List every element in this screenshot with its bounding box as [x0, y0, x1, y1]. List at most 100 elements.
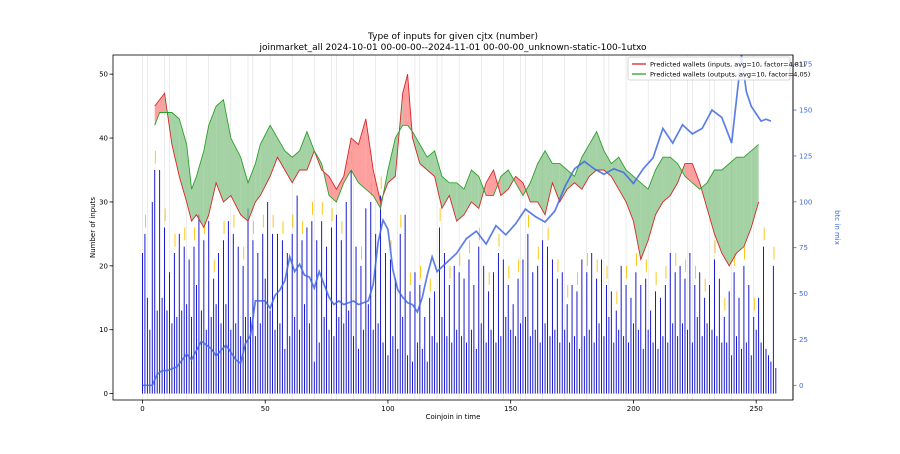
x-tick-label: 0: [140, 405, 144, 413]
fill-segment: [537, 150, 546, 215]
fill-segment: [626, 170, 634, 222]
fill-segment: [692, 163, 700, 190]
series-line-btc: [142, 54, 772, 387]
legend-label-inputs: Predicted wallets (inputs, avg=10, facto…: [650, 60, 806, 68]
fill-segment: [292, 150, 300, 183]
legend-box: [627, 56, 791, 81]
y2-tick-label: 175: [799, 61, 812, 69]
fill-segment: [336, 176, 344, 202]
fill-segment: [260, 125, 271, 196]
fill-segment: [743, 150, 752, 247]
x-tick-label: 250: [749, 405, 762, 413]
fill-segment: [208, 106, 217, 215]
fill-segment: [191, 176, 197, 222]
fill-segment: [171, 112, 180, 177]
y2-tick-label: 125: [799, 152, 812, 160]
x-tick-label: 100: [381, 405, 394, 413]
fill-segment: [486, 170, 494, 196]
y2-tick-label: 0: [799, 382, 803, 390]
fill-segment: [270, 125, 278, 177]
y2-tick-label: 150: [799, 107, 812, 115]
series-line-inputs: [154, 74, 760, 267]
fill-segment: [329, 176, 337, 202]
fill-segment: [515, 176, 523, 196]
fill-segment: [240, 157, 249, 222]
y-tick-label: 50: [99, 71, 108, 79]
y-tick-label: 0: [104, 390, 108, 398]
fill-segment: [186, 144, 192, 222]
fill-segment: [306, 131, 315, 170]
fill-segment: [655, 157, 663, 215]
x-tick-label: 150: [504, 405, 517, 413]
fill-segment: [530, 163, 538, 202]
x-axis-label: Coinjoin in time: [426, 413, 481, 421]
y-tick-label: 30: [99, 198, 108, 206]
y-axis-label: Number of inputs: [89, 197, 97, 258]
fill-segment: [441, 176, 450, 209]
y-tick-label: 40: [99, 135, 108, 143]
fill-segment: [714, 170, 722, 254]
fill-segment: [471, 170, 479, 209]
fill-segment: [464, 170, 472, 215]
fill-segment: [493, 170, 501, 196]
fill-segment: [449, 182, 457, 222]
fill-segment: [648, 170, 656, 241]
fill-segment: [581, 144, 590, 190]
legend-label-outputs: Predicted wallets (outputs, avg=10, fact…: [650, 70, 810, 78]
y2-tick-label: 75: [799, 244, 808, 252]
fill-segment: [545, 150, 553, 215]
fill-segment: [552, 163, 560, 202]
fill-segment: [203, 125, 209, 228]
fill-segment: [736, 157, 744, 254]
fill-segment: [729, 157, 737, 266]
fill-segment: [670, 157, 678, 196]
legend: Predicted wallets (inputs, avg=10, facto…: [627, 56, 810, 81]
fill-segment: [351, 138, 359, 183]
y-tick-label: 10: [99, 326, 108, 334]
fill-segment: [154, 99, 160, 126]
fill-segment: [255, 144, 261, 202]
fill-segment: [662, 157, 671, 202]
y2-tick-label: 50: [799, 290, 808, 298]
fill-segment: [721, 163, 730, 266]
fill-segment: [402, 74, 408, 126]
fill-segment: [164, 93, 172, 145]
fill-segment: [500, 170, 509, 196]
y2-tick-label: 25: [799, 336, 808, 344]
series-line-outputs: [154, 98, 759, 210]
fill-segment: [618, 157, 627, 202]
fill-segment: [159, 93, 165, 113]
fill-segment: [427, 150, 435, 177]
chart-title: Type of inputs for given cjtx (number): [367, 32, 538, 42]
fill-segment: [640, 182, 649, 260]
fill-segment: [223, 99, 231, 202]
fill-segment: [684, 163, 693, 183]
fill-segment: [216, 99, 224, 202]
fill-segment: [358, 118, 366, 190]
fill-segment: [434, 150, 442, 209]
fill-segment: [387, 138, 396, 183]
x-tick-label: 200: [627, 405, 640, 413]
fill-segment: [596, 131, 604, 170]
y2-tick-label: 100: [799, 198, 812, 206]
fill-segment: [611, 157, 619, 190]
chart-subtitle: joinmarket_all 2024-10-01 00-00-00--2024…: [258, 43, 647, 53]
fill-segment: [589, 131, 597, 177]
y-tick-label: 20: [99, 262, 108, 270]
fill-segment: [277, 138, 285, 170]
x-tick-label: 50: [261, 405, 270, 413]
fill-segment: [707, 170, 715, 234]
fill-segment: [633, 176, 641, 260]
fill-segment: [284, 150, 293, 183]
y2-axis-label: btc in mix: [833, 210, 841, 245]
fill-segment: [230, 138, 241, 215]
fill-segment: [456, 182, 465, 222]
fill-segment: [508, 170, 516, 190]
fill-segment: [603, 150, 612, 177]
fill-segment: [365, 118, 374, 196]
plot-area: [112, 54, 794, 401]
fill-segment: [419, 144, 428, 170]
fill-segment: [299, 131, 307, 170]
